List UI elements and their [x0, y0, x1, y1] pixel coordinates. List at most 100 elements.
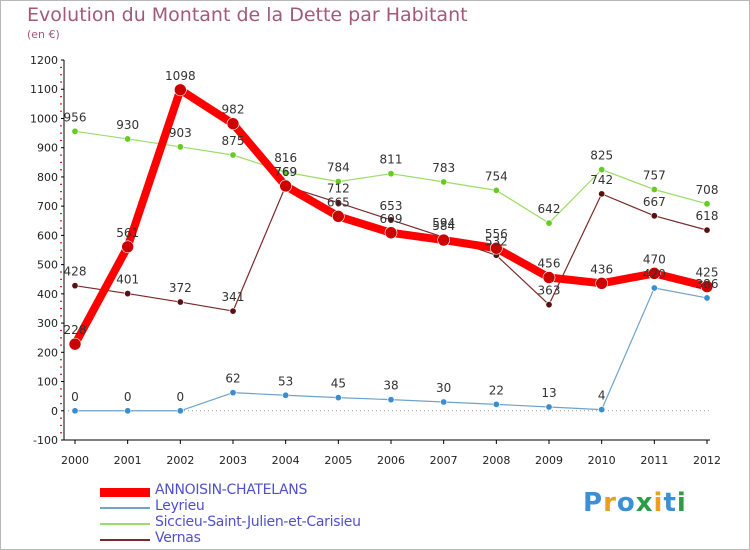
data-point-leyrieu — [703, 294, 711, 302]
y-minor-tick — [60, 315, 62, 317]
data-point-annoisin-chatelans — [384, 226, 398, 240]
y-minor-tick — [60, 103, 62, 105]
y-minor-tick — [60, 329, 62, 332]
legend-swatch — [100, 523, 150, 525]
data-point-annoisin-chatelans — [595, 277, 608, 290]
data-label-vernas: 653 — [380, 199, 403, 213]
logo-letter: i — [676, 488, 687, 518]
data-point-vernas — [229, 307, 237, 315]
data-label-siccieu-saint-julien-et-carisieu: 816 — [274, 151, 297, 165]
y-minor-tick — [60, 256, 62, 259]
y-tick-label: 300 — [37, 317, 58, 330]
data-label-leyrieu: 53 — [278, 374, 293, 388]
x-tick-label: 2010 — [588, 454, 616, 467]
x-tick-label: 2005 — [324, 454, 352, 467]
data-point-annoisin-chatelans — [68, 337, 82, 351]
data-label-siccieu-saint-julien-et-carisieu: 757 — [643, 168, 666, 182]
data-point-vernas — [650, 212, 658, 220]
y-minor-tick — [60, 110, 62, 112]
data-label-vernas: 712 — [327, 182, 350, 196]
x-tick-label: 2007 — [430, 454, 458, 467]
y-tick-label: -100 — [33, 434, 58, 447]
y-minor-tick — [60, 81, 62, 83]
data-point-siccieu-saint-julien-et-carisieu — [492, 186, 500, 194]
y-minor-tick — [60, 139, 62, 142]
y-minor-tick — [60, 388, 62, 390]
data-label-leyrieu: 386 — [696, 277, 719, 291]
y-minor-tick — [60, 337, 62, 339]
data-label-siccieu-saint-julien-et-carisieu: 811 — [380, 153, 403, 167]
data-label-vernas: 742 — [590, 173, 613, 187]
data-label-annoisin-chatelans: 665 — [327, 195, 350, 209]
y-minor-tick — [60, 132, 62, 134]
data-label-siccieu-saint-julien-et-carisieu: 783 — [432, 161, 455, 175]
data-label-leyrieu: 4 — [598, 389, 606, 403]
y-minor-tick — [60, 125, 62, 127]
y-minor-tick — [60, 432, 62, 434]
logo-letter: o — [616, 488, 636, 518]
y-minor-tick — [60, 286, 62, 288]
data-point-leyrieu — [282, 391, 290, 399]
data-point-leyrieu — [598, 406, 606, 414]
data-point-leyrieu — [71, 407, 79, 415]
data-label-annoisin-chatelans: 556 — [485, 227, 508, 241]
data-label-siccieu-saint-julien-et-carisieu: 956 — [64, 110, 87, 124]
y-minor-tick — [60, 154, 62, 156]
data-point-annoisin-chatelans — [226, 117, 240, 131]
data-point-vernas — [334, 199, 342, 207]
data-label-siccieu-saint-julien-et-carisieu: 825 — [590, 149, 613, 163]
data-point-annoisin-chatelans — [648, 267, 661, 280]
data-point-annoisin-chatelans — [332, 210, 345, 223]
data-point-siccieu-saint-julien-et-carisieu — [545, 219, 553, 227]
logo-letter: t — [663, 488, 677, 518]
x-tick-label: 2004 — [272, 454, 300, 467]
y-minor-tick — [60, 366, 62, 368]
y-minor-tick — [60, 96, 62, 98]
x-tick-label: 2011 — [640, 454, 668, 467]
data-point-annoisin-chatelans — [174, 83, 187, 97]
data-label-vernas: 428 — [64, 265, 87, 279]
y-minor-tick — [60, 278, 62, 280]
legend-swatch — [100, 487, 150, 497]
data-point-siccieu-saint-julien-et-carisieu — [387, 170, 395, 178]
y-minor-tick — [60, 227, 62, 229]
y-minor-tick — [60, 212, 62, 215]
x-tick-label: 2001 — [114, 454, 142, 467]
data-point-siccieu-saint-julien-et-carisieu — [703, 200, 711, 208]
data-label-leyrieu: 62 — [225, 372, 240, 386]
data-label-vernas: 532 — [485, 234, 508, 248]
data-label-siccieu-saint-julien-et-carisieu: 754 — [485, 169, 508, 183]
y-minor-tick — [60, 344, 62, 346]
data-label-leyrieu: 45 — [331, 377, 346, 391]
y-minor-tick — [60, 191, 62, 193]
y-tick-label: 1100 — [30, 83, 58, 96]
x-tick-label: 2008 — [482, 454, 510, 467]
y-minor-tick — [60, 307, 62, 310]
data-label-vernas: 618 — [696, 209, 719, 223]
data-point-siccieu-saint-julien-et-carisieu — [598, 166, 606, 174]
data-label-vernas: 372 — [169, 281, 192, 295]
data-label-annoisin-chatelans: 228 — [64, 323, 87, 337]
y-minor-tick — [60, 169, 62, 171]
y-minor-tick — [60, 66, 62, 69]
y-minor-tick — [60, 249, 62, 251]
logo-letter: P — [583, 488, 604, 518]
data-label-leyrieu: 38 — [383, 379, 398, 393]
data-point-annoisin-chatelans — [437, 233, 450, 247]
x-tick-label: 2003 — [219, 454, 247, 467]
y-minor-tick — [60, 220, 62, 222]
data-point-siccieu-saint-julien-et-carisieu — [71, 127, 79, 135]
y-tick-label: 0 — [51, 405, 58, 418]
x-tick-label: 2012 — [693, 454, 721, 467]
data-label-siccieu-saint-julien-et-carisieu: 708 — [696, 183, 719, 197]
data-label-leyrieu: 0 — [71, 390, 79, 404]
data-label-siccieu-saint-julien-et-carisieu: 903 — [169, 126, 192, 140]
legend-label: Leyrieu — [155, 498, 205, 514]
y-tick-label: 1000 — [30, 112, 58, 125]
data-point-siccieu-saint-julien-et-carisieu — [282, 168, 290, 176]
data-point-vernas — [598, 190, 606, 198]
data-label-annoisin-chatelans: 769 — [274, 165, 297, 179]
y-tick-label: 800 — [37, 171, 58, 184]
x-tick-label: 2000 — [61, 454, 89, 467]
data-label-siccieu-saint-julien-et-carisieu: 875 — [222, 134, 245, 148]
